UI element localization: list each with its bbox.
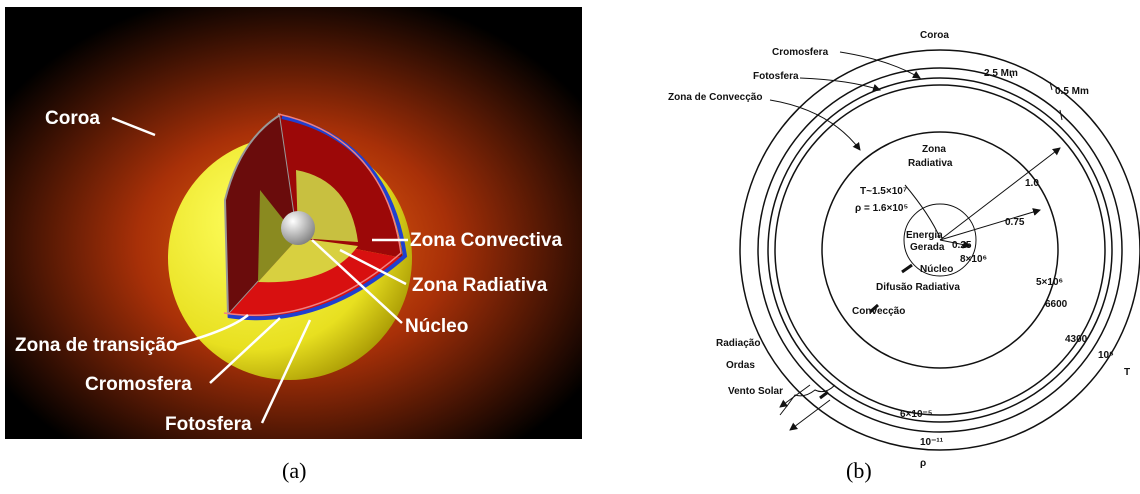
label: 6×10⁻⁵ bbox=[900, 409, 933, 420]
label: Zona de transição bbox=[15, 335, 178, 356]
label: Cromosfera bbox=[772, 47, 829, 58]
ring bbox=[739, 49, 1140, 451]
label: Gerada bbox=[910, 242, 945, 253]
transition-rim bbox=[223, 113, 402, 316]
label: Fotosfera bbox=[165, 414, 252, 435]
label: Fotosfera bbox=[753, 71, 799, 82]
label: Zona de Convecção bbox=[668, 92, 762, 103]
leader-lines bbox=[111, 116, 408, 424]
cut-face bbox=[228, 238, 403, 318]
ring bbox=[767, 77, 1113, 423]
label: Coroa bbox=[920, 30, 949, 41]
label: Núcleo bbox=[405, 316, 468, 337]
panel-b bbox=[739, 49, 1140, 451]
flow-marks bbox=[819, 263, 913, 400]
label: Ordas bbox=[726, 360, 755, 371]
label: Convecção bbox=[852, 306, 905, 317]
label: Radiativa bbox=[908, 158, 953, 169]
caption: (a) bbox=[282, 458, 306, 483]
arrows bbox=[769, 51, 1063, 431]
caption: (b) bbox=[846, 458, 872, 483]
label: Cromosfera bbox=[85, 374, 192, 395]
label: 5×10⁶ bbox=[1036, 277, 1063, 288]
label: 10⁻¹¹ bbox=[920, 437, 944, 448]
label: Difusão Radiativa bbox=[876, 282, 960, 293]
ring bbox=[757, 67, 1123, 433]
label: Núcleo bbox=[920, 264, 953, 275]
label: Zona Radiativa bbox=[412, 275, 548, 296]
label: T~1.5×10⁷ bbox=[860, 186, 907, 197]
label: 0.25 bbox=[952, 240, 972, 251]
label: Radiação bbox=[716, 338, 760, 349]
label: Zona Convectiva bbox=[410, 230, 562, 251]
label: 2.5 Mm bbox=[984, 68, 1018, 79]
ring bbox=[774, 84, 1106, 416]
label: ρ = 1.6×10⁵ bbox=[855, 203, 908, 214]
ring bbox=[903, 203, 977, 277]
label: Energia bbox=[906, 230, 943, 241]
label: ρ bbox=[920, 458, 926, 469]
core bbox=[281, 211, 315, 245]
panel-a: Coroa Zona Convectiva Zona Radiativa Núc… bbox=[5, 7, 582, 439]
panel-b-labels: Coroa Cromosfera Fotosfera Zona de Conve… bbox=[668, 30, 1130, 469]
label: 10⁶ bbox=[1098, 350, 1114, 361]
label: 8×10⁶ bbox=[960, 254, 987, 265]
label: 4300 bbox=[1065, 334, 1088, 345]
label: Vento Solar bbox=[728, 386, 783, 397]
radiative-zone bbox=[258, 190, 298, 282]
label: 0.75 bbox=[1005, 217, 1025, 228]
radiative-zone bbox=[258, 238, 358, 283]
label: Zona bbox=[922, 144, 946, 155]
label: Coroa bbox=[45, 108, 100, 129]
label: 1.0 bbox=[1025, 178, 1039, 189]
label: 6600 bbox=[1045, 299, 1068, 310]
label: 0.5 Mm bbox=[1055, 86, 1089, 97]
label: T bbox=[1124, 367, 1130, 378]
ring bbox=[821, 131, 1059, 369]
